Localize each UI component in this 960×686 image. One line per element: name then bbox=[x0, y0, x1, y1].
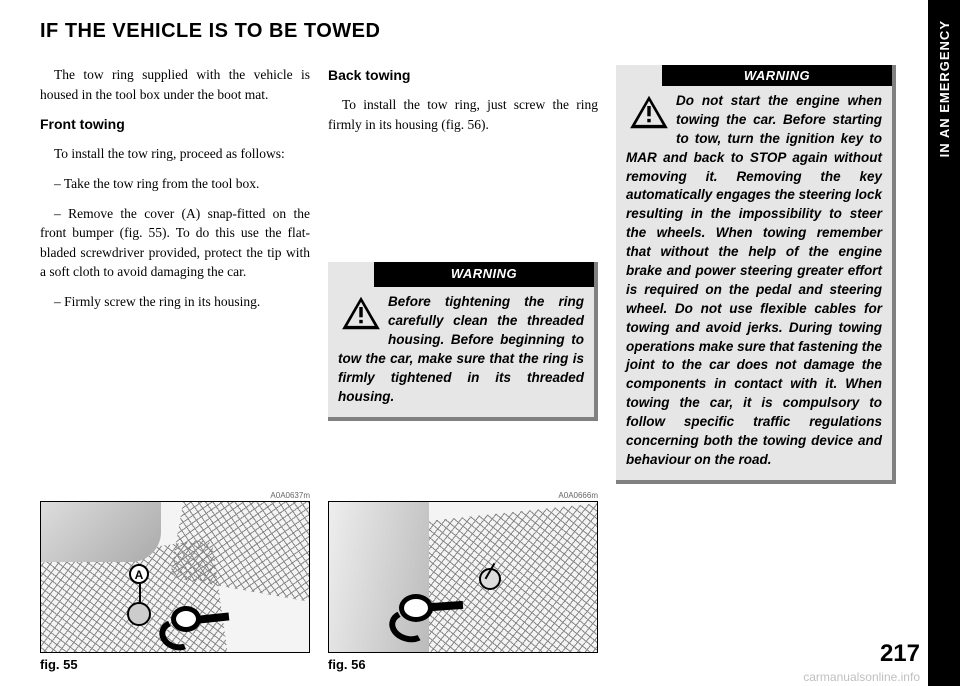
figure-55: A0A0637m A fig. 55 bbox=[40, 491, 310, 672]
warning2-body: Do not start the engine when towing the … bbox=[616, 86, 892, 480]
col1-p2: – Take the tow ring from the tool box. bbox=[40, 174, 310, 194]
side-tab: IN AN EMERGENCY bbox=[928, 0, 960, 686]
fig56-code: A0A0666m bbox=[328, 491, 598, 500]
back-towing-heading: Back towing bbox=[328, 65, 598, 85]
col2-p1: To install the tow ring, just screw the … bbox=[328, 95, 598, 134]
warning1-title: WARNING bbox=[374, 262, 594, 287]
warning2-text: Do not start the engine when towing the … bbox=[626, 93, 882, 467]
column-3: WARNING Do not start the engine when tow… bbox=[616, 65, 896, 484]
page-title: IF THE VEHICLE IS TO BE TOWED bbox=[40, 20, 910, 43]
fig55-image: A bbox=[40, 501, 310, 653]
intro-text: The tow ring supplied with the vehicle i… bbox=[40, 65, 310, 104]
warning-box-2: WARNING Do not start the engine when tow… bbox=[616, 65, 896, 484]
figures-row: A0A0637m A fig. 55 A0A0666m fig. 56 bbox=[40, 491, 598, 672]
column-1: The tow ring supplied with the vehicle i… bbox=[40, 65, 310, 484]
text-columns: The tow ring supplied with the vehicle i… bbox=[40, 65, 910, 484]
fig56-image bbox=[328, 501, 598, 653]
warning2-title: WARNING bbox=[662, 65, 892, 86]
fig55-code: A0A0637m bbox=[40, 491, 310, 500]
warning-triangle-icon bbox=[628, 94, 670, 130]
warning1-body: Before tightening the ring carefully cle… bbox=[328, 287, 594, 416]
figure-56: A0A0666m fig. 56 bbox=[328, 491, 598, 672]
column-2: Back towing To install the tow ring, jus… bbox=[328, 65, 598, 484]
fig55-label: fig. 55 bbox=[40, 657, 310, 672]
warning-triangle-icon bbox=[340, 295, 382, 331]
page-number: 217 bbox=[880, 640, 920, 668]
side-tab-label: IN AN EMERGENCY bbox=[937, 20, 952, 157]
col1-p4: – Firmly screw the ring in its housing. bbox=[40, 292, 310, 312]
front-towing-heading: Front towing bbox=[40, 114, 310, 134]
fig55-point-a: A bbox=[129, 564, 149, 584]
col1-p1: To install the tow ring, proceed as foll… bbox=[40, 144, 310, 164]
warning-box-1: WARNING Before tightening the ring caref… bbox=[328, 262, 598, 420]
fig56-label: fig. 56 bbox=[328, 657, 598, 672]
col1-p3: – Remove the cover (A) snap-fitted on th… bbox=[40, 204, 310, 282]
watermark: carmanualsonline.info bbox=[803, 670, 920, 684]
